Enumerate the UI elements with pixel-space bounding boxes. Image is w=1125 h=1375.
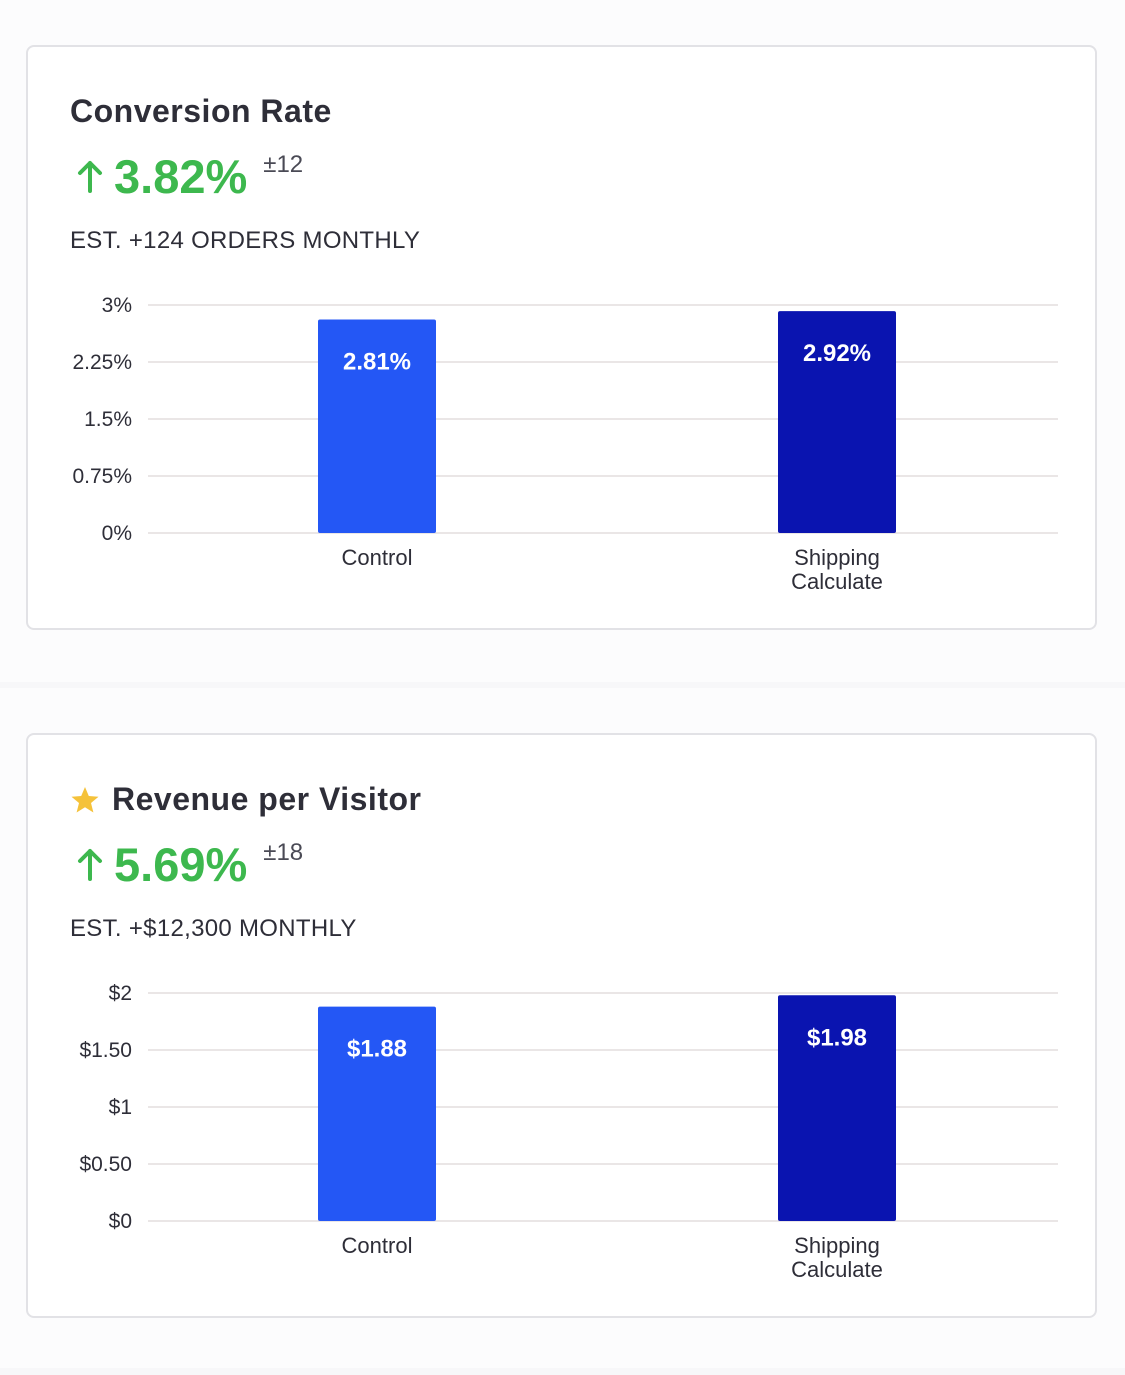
arrow-up-icon	[78, 849, 102, 881]
y-tick-label: $0	[109, 1210, 132, 1233]
y-tick-label: 0%	[102, 522, 132, 545]
y-tick-label: $2	[109, 982, 132, 1005]
y-tick-label: $0.50	[79, 1153, 132, 1176]
y-tick-label: 2.25%	[72, 351, 132, 374]
bar	[778, 995, 896, 1221]
x-category-label: Shipping	[794, 1233, 880, 1258]
card-title-text: Revenue per Visitor	[112, 781, 422, 817]
bar-value-label: $1.98	[807, 1024, 867, 1051]
bar	[778, 311, 896, 533]
lift-margin: ±18	[263, 839, 304, 866]
revenue-per-visitor-card: Revenue per Visitor 5.69% ±18 EST. +$12,…	[26, 733, 1097, 1318]
x-category-label: Control	[342, 545, 413, 570]
y-tick-label: $1	[109, 1096, 132, 1119]
conversion-rate-chart: 3% 2.25% 1.5% 0.75% 0% 2.81% Control 2.92% Shipp…	[72, 294, 1058, 594]
x-category-label: Control	[342, 1233, 413, 1258]
lift-margin: ±12	[263, 151, 304, 178]
y-tick-label: 0.75%	[72, 465, 132, 488]
revenue-per-visitor-chart: $2 $1.50 $1 $0.50 $0 $1.88 Control $1.98 Shippin…	[79, 982, 1058, 1282]
bar-value-label: $1.88	[347, 1036, 407, 1063]
estimate-text: EST. +124 ORDERS MONTHLY	[70, 227, 421, 254]
y-tick-label: $1.50	[79, 1039, 132, 1062]
x-category-label: Shipping	[794, 545, 880, 570]
lift-row: 3.82% ±12	[76, 147, 303, 207]
estimate-text: EST. +$12,300 MONTHLY	[70, 915, 357, 942]
conversion-rate-card: Conversion Rate 3.82% ±12 EST. +124 ORDE…	[26, 45, 1097, 630]
bar	[318, 319, 436, 533]
bar-value-label: 2.92%	[803, 340, 871, 367]
bar	[318, 1006, 436, 1221]
card-title: Conversion Rate	[70, 93, 332, 130]
lift-row: 5.69% ±18	[76, 835, 303, 895]
x-category-label: Calculate	[791, 1257, 883, 1282]
x-category-label: Calculate	[791, 569, 883, 594]
star-icon	[71, 786, 99, 812]
lift-value: 5.69%	[114, 838, 248, 891]
y-tick-label: 3%	[102, 294, 132, 317]
card-title-text: Conversion Rate	[70, 93, 332, 129]
card-title: Revenue per Visitor	[70, 781, 421, 818]
y-tick-label: 1.5%	[84, 408, 132, 431]
bar-value-label: 2.81%	[343, 348, 411, 375]
arrow-up-icon	[78, 161, 102, 193]
lift-value: 3.82%	[114, 150, 248, 203]
